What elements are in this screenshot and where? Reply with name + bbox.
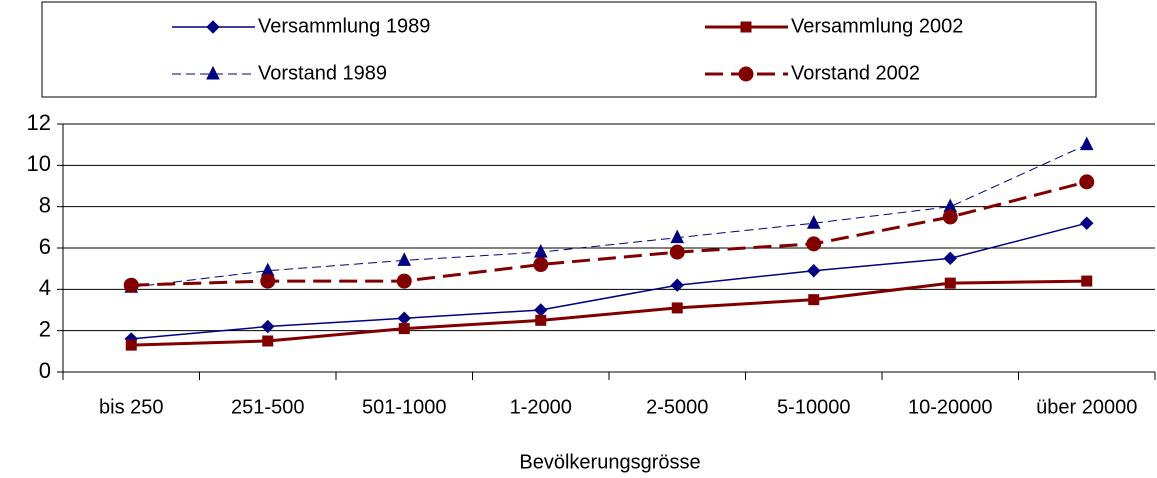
y-tick-label: 8 — [39, 192, 51, 217]
marker — [671, 302, 683, 314]
x-tick-label: bis 250 — [99, 396, 164, 418]
x-tick-label: 251-500 — [231, 396, 304, 418]
x-tick-label: 501-1000 — [362, 396, 447, 418]
legend-label: Vorstand 2002 — [791, 62, 920, 84]
marker — [806, 215, 821, 229]
marker — [943, 251, 957, 266]
marker — [534, 303, 548, 317]
series-line — [131, 180, 1088, 287]
y-tick-label: 12 — [27, 110, 51, 135]
y-tick-label: 6 — [39, 234, 51, 259]
marker — [260, 273, 276, 289]
marker — [396, 273, 412, 289]
marker — [740, 21, 752, 33]
x-tick-label: 1-2000 — [510, 396, 572, 418]
x-axis-title: Bevölkerungsgrösse — [519, 451, 700, 473]
marker — [206, 20, 220, 34]
marker — [397, 252, 412, 266]
marker — [533, 244, 548, 258]
marker — [807, 264, 821, 278]
marker — [261, 319, 275, 334]
marker — [123, 277, 139, 293]
series-line — [131, 144, 1087, 288]
marker — [397, 311, 411, 325]
legend-label: Versammlung 1989 — [258, 15, 430, 37]
x-tick-label: 5-10000 — [777, 396, 850, 418]
marker — [669, 244, 685, 260]
series-line — [131, 222, 1087, 340]
marker — [942, 209, 958, 225]
legend-box — [41, 1, 1097, 98]
marker — [738, 66, 754, 82]
marker — [1079, 136, 1094, 151]
y-tick-label: 10 — [27, 151, 51, 176]
marker — [1081, 275, 1093, 287]
series-line — [131, 279, 1087, 347]
marker — [944, 277, 956, 289]
legend-label: Versammlung 2002 — [791, 15, 963, 37]
marker — [535, 314, 547, 326]
x-tick-label: 2-5000 — [646, 396, 708, 418]
marker — [1079, 174, 1095, 190]
y-tick-label: 2 — [39, 316, 51, 341]
x-tick-label: 10-20000 — [908, 396, 993, 418]
marker — [206, 65, 220, 80]
marker — [670, 229, 685, 244]
marker — [808, 294, 820, 306]
marker — [533, 257, 549, 273]
marker — [1080, 216, 1094, 230]
marker — [670, 278, 684, 292]
y-tick-label: 4 — [39, 275, 51, 300]
marker — [125, 339, 137, 351]
y-tick-label: 0 — [39, 358, 51, 383]
marker — [806, 236, 822, 252]
marker — [398, 323, 410, 335]
marker — [262, 335, 274, 347]
x-tick-label: über 20000 — [1036, 396, 1137, 418]
legend-label: Vorstand 1989 — [258, 62, 387, 84]
